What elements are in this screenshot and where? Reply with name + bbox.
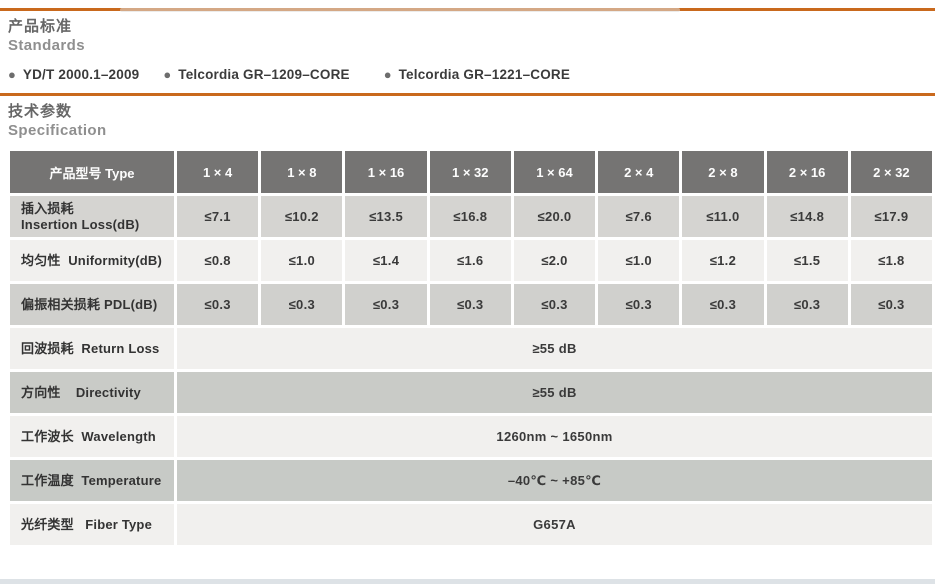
standard-label: Telcordia GR–1209–CORE	[178, 66, 350, 82]
row-value: ≤16.8	[429, 196, 511, 237]
standards-section-heading: 产品标准 Standards	[8, 17, 935, 55]
row-value: ≤17.9	[850, 196, 932, 237]
specification-section-heading: 技术参数 Specification	[8, 102, 935, 140]
row-value: ≤1.6	[429, 240, 511, 281]
table-row: 工作温度 Temperature –40℃ ~ +85℃	[10, 460, 932, 501]
table-row: 工作波长 Wavelength 1260nm ~ 1650nm	[10, 416, 932, 457]
standards-list-item: ● Telcordia GR–1221–CORE	[384, 67, 570, 82]
standards-list-item: ● Telcordia GR–1209–CORE	[163, 67, 349, 82]
row-value: ≤0.3	[345, 284, 427, 325]
row-value-merged: 1260nm ~ 1650nm	[177, 416, 932, 457]
row-label: 工作波长 Wavelength	[10, 416, 174, 457]
row-value: ≤0.3	[177, 284, 259, 325]
table-row: 均匀性 Uniformity(dB) ≤0.8 ≤1.0 ≤1.4 ≤1.6 ≤2.0 ≤1…	[10, 240, 932, 281]
row-value: ≤0.3	[429, 284, 511, 325]
datasheet-page: 产品标准 Standards ● YD/T 2000.1–2009 ● Telc…	[0, 8, 935, 584]
bullet-icon: ●	[163, 66, 172, 82]
header-column: 2 × 32	[850, 151, 932, 193]
row-value: ≤7.6	[598, 196, 680, 237]
row-value: ≤0.3	[766, 284, 848, 325]
row-value: ≤1.0	[598, 240, 680, 281]
specification-title-en: Specification	[8, 122, 107, 139]
standards-list-item: ● YD/T 2000.1–2009	[8, 67, 139, 82]
header-column: 1 × 8	[261, 151, 343, 193]
row-value: ≤1.5	[766, 240, 848, 281]
table-row: 回波损耗 Return Loss ≥55 dB	[10, 328, 932, 369]
row-value: ≤0.3	[513, 284, 596, 325]
row-label: 光纤类型 Fiber Type	[10, 504, 174, 545]
header-column: 2 × 8	[682, 151, 764, 193]
row-value: ≤0.8	[177, 240, 259, 281]
row-label: 偏振相关损耗 PDL(dB)	[10, 284, 174, 325]
row-value: ≤7.1	[177, 196, 259, 237]
header-column: 2 × 16	[766, 151, 848, 193]
standard-label: Telcordia GR–1221–CORE	[398, 66, 571, 82]
header-column: 2 × 4	[598, 151, 680, 193]
row-value: ≤1.4	[345, 240, 427, 281]
row-value: ≤0.3	[850, 284, 932, 325]
cropped-content-smudge	[120, 8, 680, 12]
table-row: 方向性 Directivity ≥55 dB	[10, 372, 932, 413]
header-type-label: 产品型号 Type	[10, 151, 174, 193]
row-value: ≤1.8	[850, 240, 932, 281]
header-column: 1 × 64	[513, 151, 596, 193]
row-value: ≤0.3	[261, 284, 343, 325]
standards-title-zh: 产品标准	[8, 18, 73, 35]
header-column: 1 × 16	[345, 151, 427, 193]
row-label: 工作温度 Temperature	[10, 460, 174, 501]
row-value: ≤1.0	[261, 240, 343, 281]
row-label: 均匀性 Uniformity(dB)	[10, 240, 174, 281]
standard-label: YD/T 2000.1–2009	[22, 66, 140, 82]
bullet-icon: ●	[8, 66, 16, 82]
row-value: ≤10.2	[261, 196, 343, 237]
standards-title-en: Standards	[8, 37, 85, 54]
row-value-merged: –40℃ ~ +85℃	[177, 460, 932, 501]
row-value: ≤20.0	[513, 196, 596, 237]
table-row: 插入损耗 Insertion Loss(dB) ≤7.1 ≤10.2 ≤13.5 ≤16…	[10, 196, 932, 237]
row-value-merged: ≥55 dB	[177, 328, 932, 369]
table-row: 偏振相关损耗 PDL(dB) ≤0.3 ≤0.3 ≤0.3 ≤0.3 ≤0.3 ≤0.3 ≤0…	[10, 284, 932, 325]
row-value-merged: ≥55 dB	[177, 372, 932, 413]
row-label: 方向性 Directivity	[10, 372, 174, 413]
accent-rule	[0, 93, 935, 96]
header-column: 1 × 4	[177, 151, 259, 193]
table-row: 光纤类型 Fiber Type G657A	[10, 504, 932, 545]
header-column: 1 × 32	[429, 151, 511, 193]
bottom-strip	[0, 579, 935, 584]
row-value: ≤0.3	[598, 284, 680, 325]
row-value: ≤1.2	[682, 240, 764, 281]
row-value: ≤0.3	[682, 284, 764, 325]
row-value-merged: G657A	[177, 504, 932, 545]
bullet-icon: ●	[383, 66, 392, 82]
row-label: 回波损耗 Return Loss	[10, 328, 174, 369]
row-label: 插入损耗 Insertion Loss(dB)	[10, 196, 174, 237]
row-value: ≤2.0	[513, 240, 596, 281]
row-value: ≤14.8	[766, 196, 848, 237]
table-body: 插入损耗 Insertion Loss(dB) ≤7.1 ≤10.2 ≤13.5 ≤16…	[10, 196, 932, 545]
row-value: ≤11.0	[682, 196, 764, 237]
specification-title-zh: 技术参数	[8, 103, 73, 120]
standards-list: ● YD/T 2000.1–2009 ● Telcordia GR–1209–C…	[8, 65, 935, 83]
row-value: ≤13.5	[345, 196, 427, 237]
